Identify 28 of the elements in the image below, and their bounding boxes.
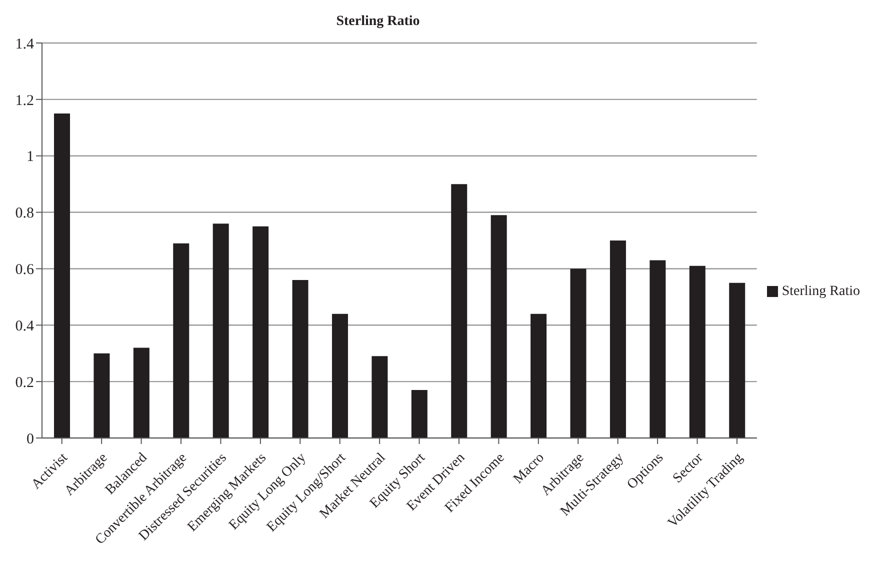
bar bbox=[729, 282, 746, 438]
bar bbox=[490, 215, 507, 438]
y-tick-label: 0 bbox=[26, 431, 34, 448]
bar bbox=[530, 314, 547, 438]
bar bbox=[570, 268, 586, 438]
y-tick-label: 0.4 bbox=[15, 318, 34, 334]
bar bbox=[332, 314, 348, 438]
y-tick-label: 0.6 bbox=[15, 262, 34, 278]
bar bbox=[372, 356, 388, 438]
bar bbox=[133, 348, 150, 438]
bar bbox=[451, 184, 468, 438]
bar bbox=[252, 226, 269, 438]
bar bbox=[292, 280, 308, 438]
chart-title: Sterling Ratio bbox=[335, 14, 421, 30]
bar bbox=[411, 390, 428, 438]
y-tick-label: 1.2 bbox=[15, 92, 34, 109]
bar bbox=[610, 240, 626, 438]
y-tick-label: 1.4 bbox=[15, 36, 34, 52]
legend-label: Sterling Ratio bbox=[782, 284, 860, 299]
y-tick-label: 0.2 bbox=[15, 374, 34, 391]
bar bbox=[94, 353, 110, 438]
y-tick-label: 1 bbox=[26, 149, 34, 166]
bar bbox=[689, 266, 706, 438]
bar bbox=[173, 243, 190, 438]
bar bbox=[212, 224, 229, 438]
y-tick-label: 0.8 bbox=[15, 206, 34, 222]
bar bbox=[54, 114, 70, 438]
bar bbox=[650, 260, 666, 438]
